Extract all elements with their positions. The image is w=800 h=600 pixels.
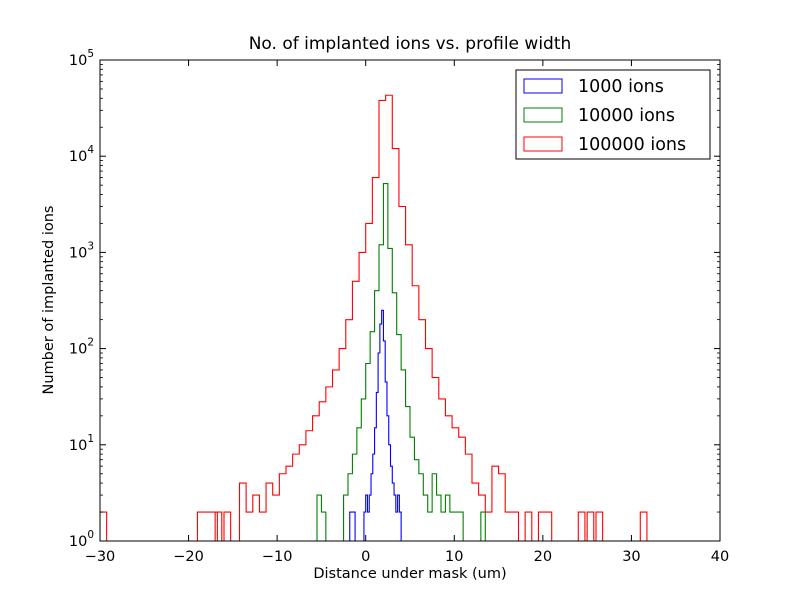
histogram-step-2-3	[480, 511, 486, 541]
series-layer	[100, 94, 648, 541]
legend-label: 100000 ions	[578, 135, 686, 155]
legend-swatch	[523, 78, 563, 94]
x-tick-label: 10	[445, 549, 463, 565]
legend-entries: 1000 ions 10000 ions 100000 ions	[523, 77, 686, 155]
histogram-step-3-1	[100, 511, 108, 541]
x-tick-label: 0	[361, 549, 370, 565]
x-tick-label: 20	[534, 549, 552, 565]
y-tick-label: 101	[69, 433, 94, 454]
histogram-step-3-6	[524, 511, 533, 541]
histogram-step-3-9	[586, 511, 595, 541]
histogram-step-2-2	[343, 182, 464, 541]
x-tick-label: −20	[173, 549, 204, 565]
histogram-step-3-8	[577, 511, 586, 541]
histogram-step-3-11	[639, 511, 648, 541]
x-tick-label: 30	[622, 549, 640, 565]
y-tick-label: 103	[69, 240, 94, 261]
histogram-step-3-2	[196, 511, 218, 541]
series-3	[100, 94, 648, 541]
x-tick-label: 40	[711, 549, 729, 565]
y-tick-label: 104	[69, 144, 94, 165]
x-tick-label: −10	[262, 549, 293, 565]
y-tick-label: 105	[69, 48, 94, 69]
histogram-step-3-7	[537, 511, 553, 541]
y-axis-label: Number of implanted ions	[41, 206, 57, 395]
plot-frame	[99, 59, 721, 542]
legend-swatch	[523, 107, 563, 123]
x-axis-label: Distance under mask (um)	[313, 566, 506, 582]
histogram-step-3-3	[214, 511, 223, 541]
y-tick-label: 102	[69, 337, 94, 358]
legend-swatch	[523, 136, 563, 152]
histogram-step-3-4	[223, 511, 232, 541]
legend-box	[515, 69, 711, 160]
histogram-step-1-1	[349, 511, 356, 541]
legend-label: 10000 ions	[578, 106, 675, 126]
histogram-step-2-1	[316, 494, 327, 541]
chart-title: No. of implanted ions vs. profile width	[249, 34, 572, 54]
x-tick-label: −30	[85, 549, 116, 565]
histogram-step-1-2	[363, 309, 402, 541]
tick-labels-layer: −30 −20 −10 0 10 20 30 40 100 101 102 103 104 105	[69, 48, 729, 565]
series-1	[349, 309, 402, 541]
histogram-step-3-5	[238, 94, 520, 541]
series-2	[316, 182, 486, 541]
y-tick-label: 100	[69, 529, 94, 550]
histogram-step-3-10	[595, 511, 604, 541]
legend-label: 1000 ions	[578, 77, 664, 97]
legend: 1000 ions 10000 ions 100000 ions	[515, 69, 711, 160]
